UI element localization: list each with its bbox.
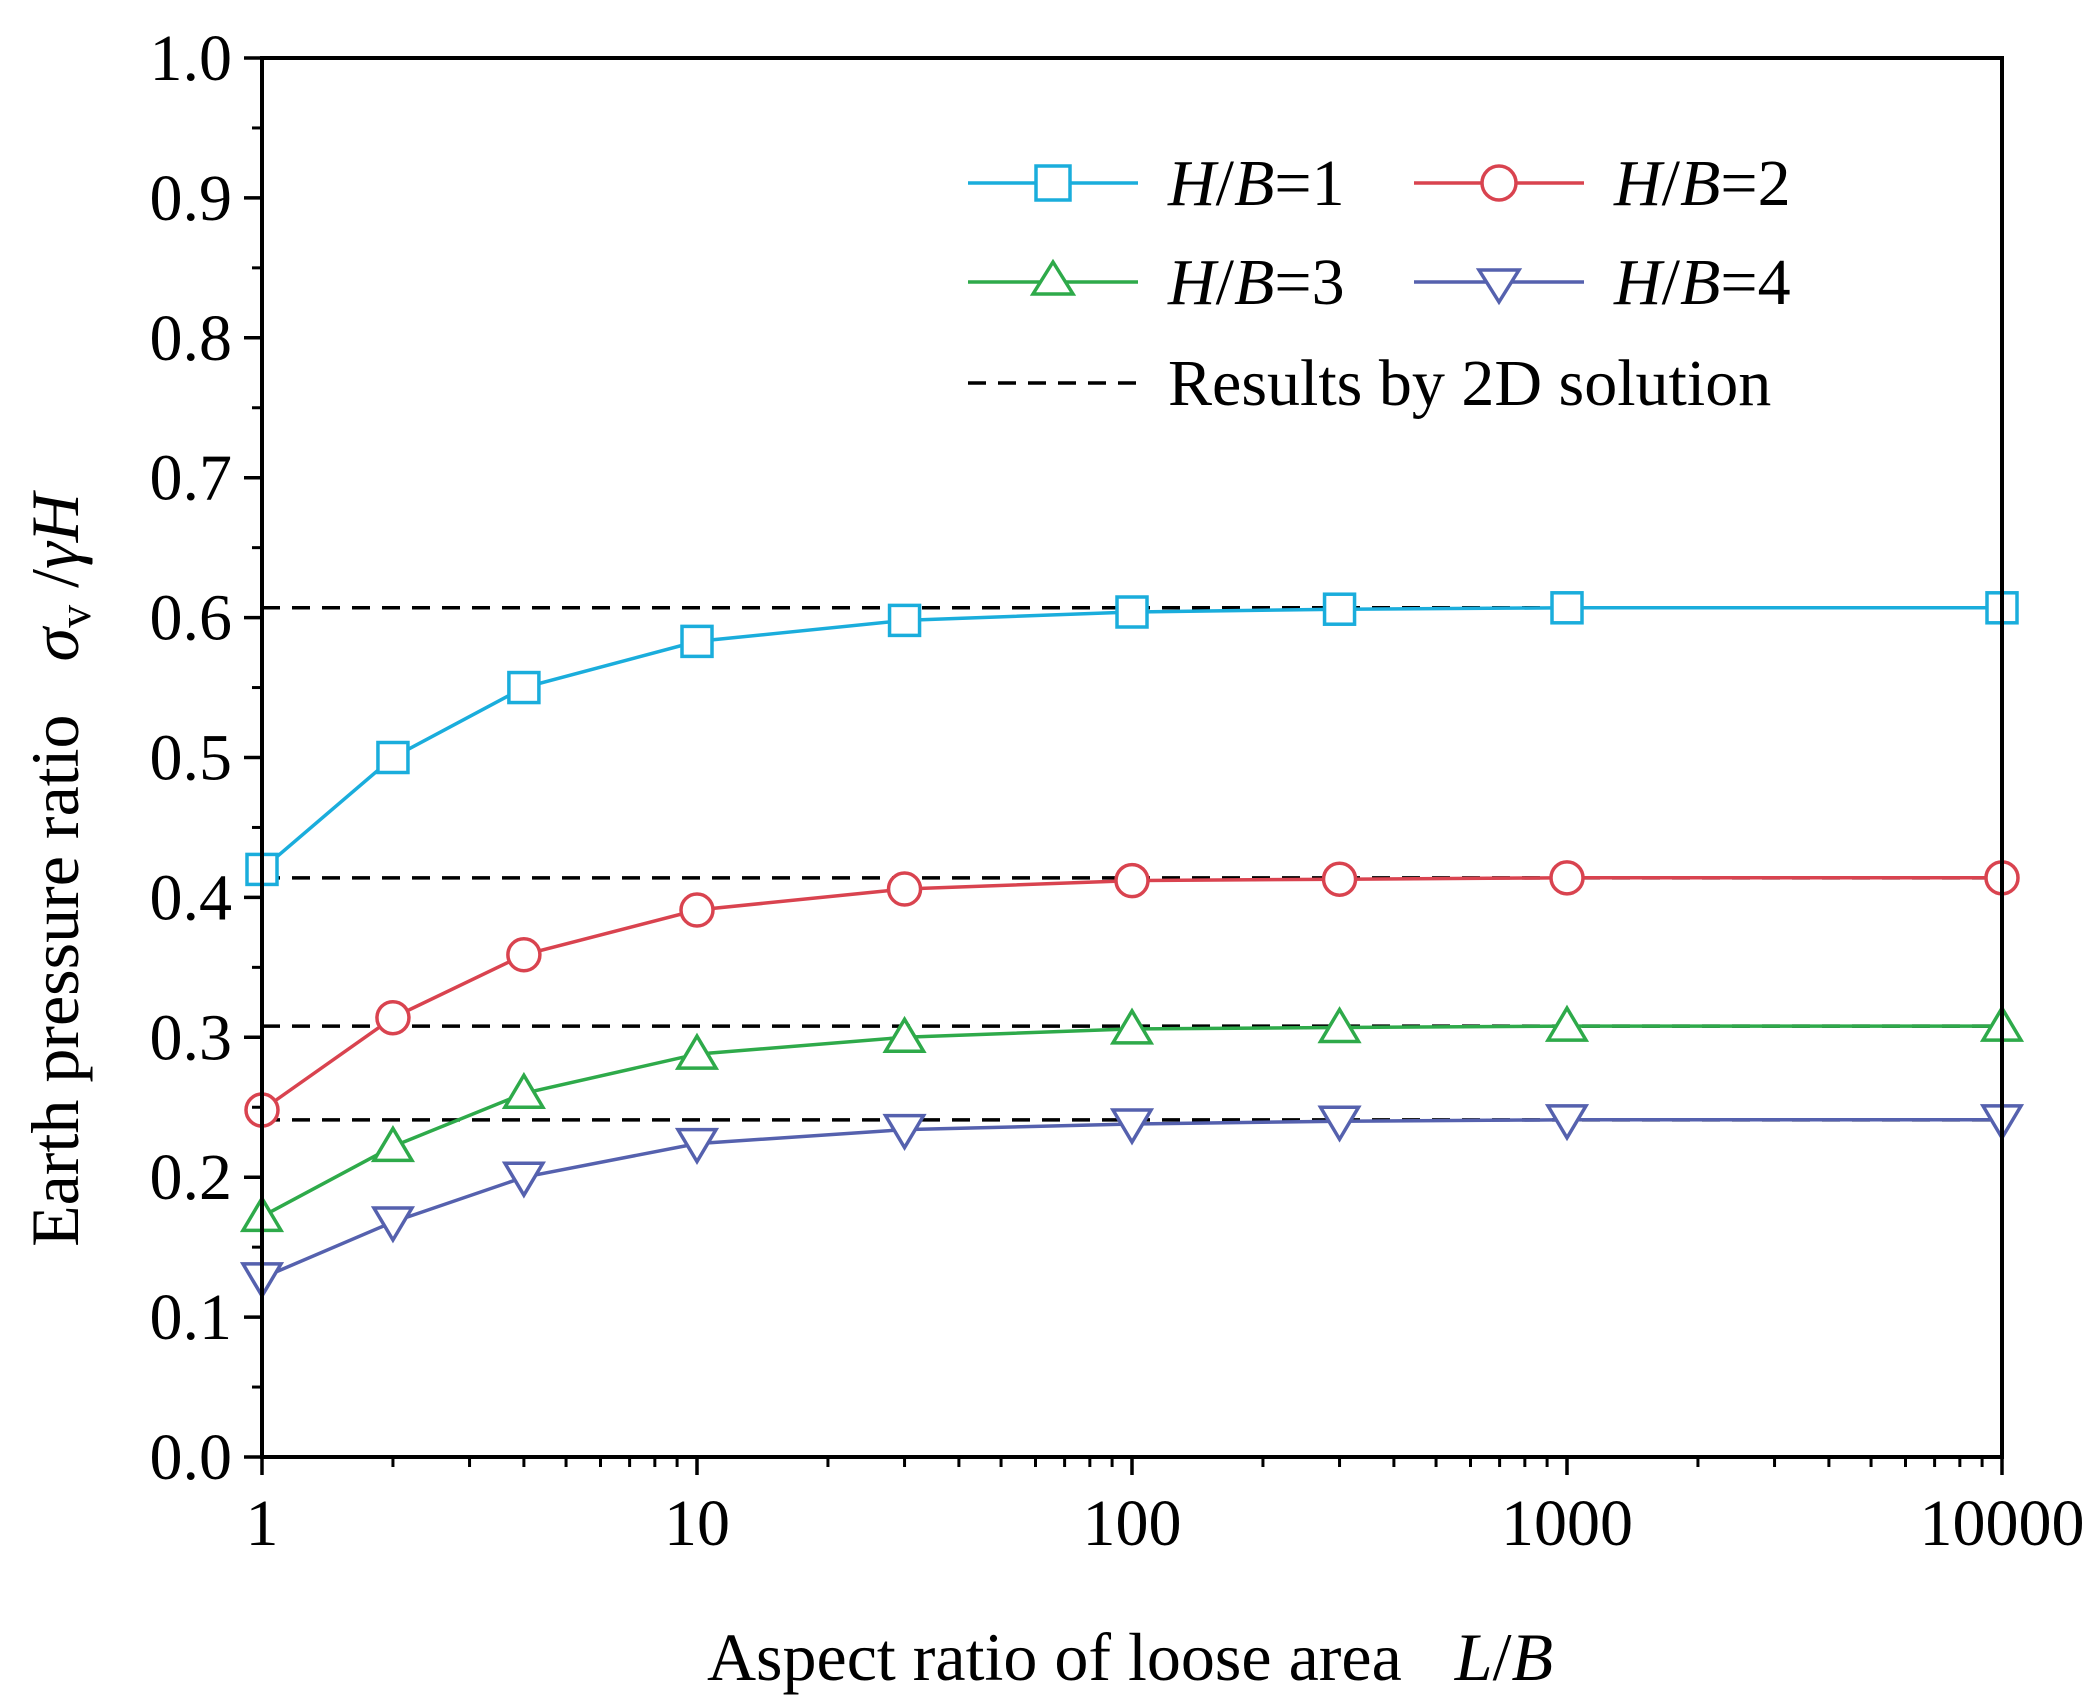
legend-item-2d: Results by 2D solution <box>968 347 1771 420</box>
data-point-s4-2 <box>370 1206 416 1244</box>
data-point-s1-8 <box>1550 591 1584 625</box>
legend-label-hb3: H/B=3 <box>1167 246 1345 319</box>
series-line-1 <box>260 606 2002 871</box>
legend-item-hb2: H/B=2 <box>1414 147 1791 220</box>
data-point-s3-4 <box>674 1032 720 1070</box>
x-tick-label: 10 <box>664 1487 730 1560</box>
legend-label-2d: Results by 2D solution <box>1168 347 1771 420</box>
x-axis-ticks: 1 10 100 1000 10000 <box>246 1457 2085 1560</box>
y-tick-label: 1.0 <box>150 22 233 95</box>
data-point-s4-5 <box>882 1113 927 1152</box>
data-point-s2-4 <box>679 892 715 928</box>
series-markers <box>239 591 2025 1300</box>
y-tick-label: 0.0 <box>150 1421 233 1494</box>
data-point-s2-8 <box>1549 860 1585 896</box>
x-axis-title: Aspect ratio of loose area L/B <box>707 1619 1553 1695</box>
y-axis-ticks: 0.0 0.1 0.2 0.3 0.4 0.5 0.6 0.7 0.8 0.9 1.0 <box>150 22 262 1494</box>
data-point-s1-2 <box>376 740 410 775</box>
legend: H/B=1 H/B=2 H/B=3 H/B=4 Results <box>968 147 1791 420</box>
data-point-s4-3 <box>501 1161 546 1199</box>
x-tick-label: 1000 <box>1501 1487 1633 1560</box>
y-tick-label: 0.1 <box>150 1281 233 1354</box>
data-point-s1-7 <box>1322 592 1357 626</box>
y-tick-label: 0.4 <box>150 861 233 934</box>
y-tick-label: 0.2 <box>150 1141 233 1214</box>
data-point-s2-5 <box>886 871 923 907</box>
y-tick-label: 0.9 <box>150 162 233 235</box>
legend-label-hb4: H/B=4 <box>1613 246 1791 319</box>
data-point-s4-4 <box>674 1127 720 1166</box>
data-point-s1-5 <box>887 603 922 638</box>
x-tick-label: 1 <box>246 1487 279 1560</box>
data-point-s2-2 <box>375 999 411 1036</box>
y-tick-label: 0.8 <box>150 302 233 375</box>
legend-item-hb3: H/B=3 <box>968 246 1345 319</box>
x-tick-label: 100 <box>1083 1487 1182 1560</box>
data-point-s2-7 <box>1321 861 1358 897</box>
y-tick-label: 0.5 <box>150 722 233 795</box>
y-tick-label: 0.6 <box>150 582 233 655</box>
data-point-s2-3 <box>506 937 542 973</box>
data-point-s3-8 <box>1544 1004 1590 1042</box>
data-point-s3-7 <box>1317 1006 1362 1044</box>
legend-item-hb1: H/B=1 <box>968 147 1345 220</box>
legend-label-hb2: H/B=2 <box>1613 147 1791 220</box>
data-point-s4-8 <box>1544 1104 1590 1142</box>
data-point-s3-3 <box>501 1071 546 1110</box>
data-point-s1-3 <box>507 670 541 705</box>
data-point-s1-4 <box>680 624 714 659</box>
data-point-s3-5 <box>882 1015 927 1054</box>
y-tick-label: 0.3 <box>150 1001 233 1074</box>
data-point-s1-6 <box>1115 595 1149 629</box>
data-point-s4-6 <box>1109 1108 1155 1146</box>
data-point-s3-6 <box>1109 1007 1155 1045</box>
x-tick-label: 10000 <box>1920 1487 2085 1560</box>
data-point-s2-6 <box>1114 862 1150 899</box>
y-tick-label: 0.7 <box>150 442 233 515</box>
data-point-s4-7 <box>1317 1105 1362 1143</box>
y-axis-title: Earth pressure ratio σv /γH <box>17 489 100 1247</box>
data-point-s3-2 <box>370 1124 416 1163</box>
legend-label-hb1: H/B=1 <box>1167 147 1345 220</box>
legend-item-hb4: H/B=4 <box>1414 246 1791 319</box>
